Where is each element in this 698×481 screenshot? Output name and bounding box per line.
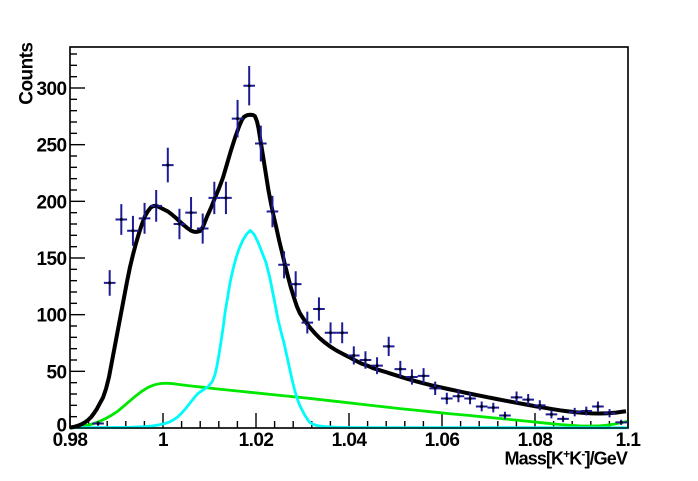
svg-text:100: 100 <box>36 306 66 327</box>
svg-text:300: 300 <box>36 79 66 100</box>
svg-text:150: 150 <box>36 249 66 270</box>
svg-text:200: 200 <box>36 192 66 213</box>
svg-text:1.04: 1.04 <box>332 430 368 451</box>
svg-text:0.98: 0.98 <box>53 430 88 451</box>
svg-text:50: 50 <box>46 362 66 383</box>
svg-text:1.08: 1.08 <box>518 430 553 451</box>
svg-text:250: 250 <box>36 136 66 157</box>
svg-text:1: 1 <box>158 430 169 451</box>
svg-text:Counts: Counts <box>17 43 38 105</box>
svg-text:1.1: 1.1 <box>616 430 642 451</box>
svg-text:1.06: 1.06 <box>425 430 460 451</box>
svg-text:0: 0 <box>56 416 66 437</box>
svg-text:1.02: 1.02 <box>239 430 274 451</box>
svg-text:Mass[K+K-]/GeV: Mass[K+K-]/GeV <box>505 447 628 469</box>
